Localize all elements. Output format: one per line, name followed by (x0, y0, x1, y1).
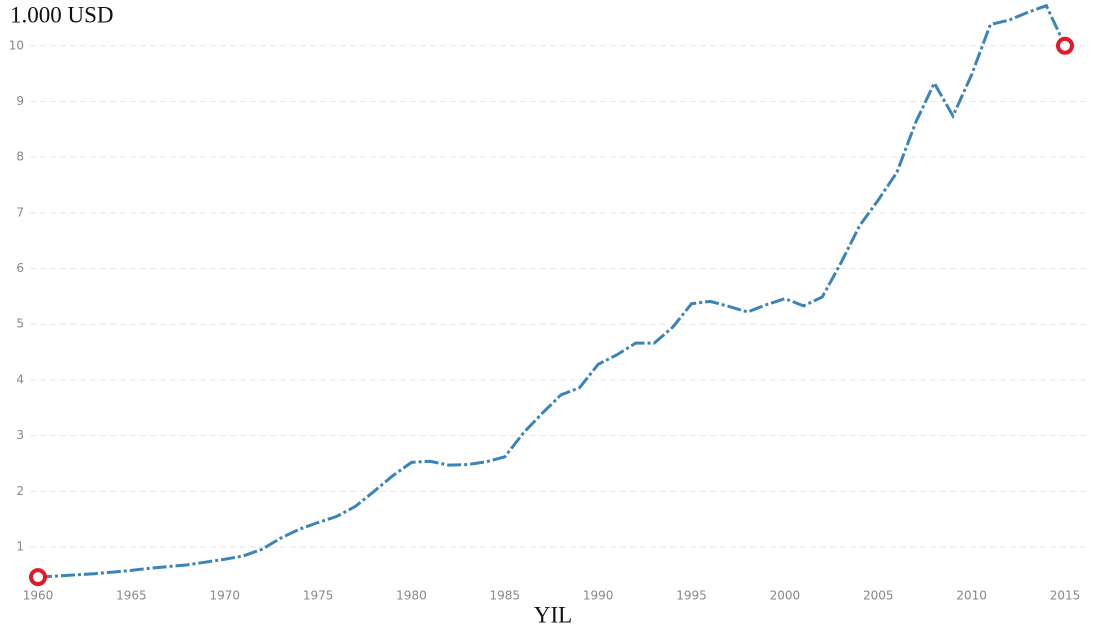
x-tick-label: 1980 (396, 589, 427, 603)
x-tick-label: 1985 (490, 589, 521, 603)
x-tick-label: 1960 (23, 589, 54, 603)
data-line (37, 3, 1067, 579)
x-tick-label: 1970 (209, 589, 240, 603)
chart-title: 1.000 USD (10, 2, 114, 27)
y-tick-label: 2 (16, 484, 24, 498)
y-tick-label: 1 (16, 540, 24, 554)
y-tick-label: 10 (9, 38, 24, 52)
endpoint-marker (29, 568, 47, 587)
y-tick-label: 8 (16, 150, 24, 164)
y-tick-label: 3 (16, 428, 24, 442)
x-tick-label: 1990 (583, 589, 614, 603)
endpoint-marker (1056, 36, 1074, 55)
y-tick-label: 5 (16, 317, 24, 331)
x-tick-label: 2015 (1050, 589, 1081, 603)
y-tick-label: 6 (16, 261, 24, 275)
x-tick-label: 2005 (863, 589, 894, 603)
x-tick-label: 1965 (116, 589, 147, 603)
y-tick-label: 7 (16, 205, 24, 219)
x-tick-label: 1975 (303, 589, 334, 603)
x-tick-label: 2010 (956, 589, 987, 603)
x-tick-label: 2000 (770, 589, 801, 603)
y-tick-label: 4 (16, 372, 24, 386)
x-axis-label: YIL (534, 602, 572, 627)
x-tick-label: 1995 (676, 589, 707, 603)
y-tick-label: 9 (16, 94, 24, 108)
